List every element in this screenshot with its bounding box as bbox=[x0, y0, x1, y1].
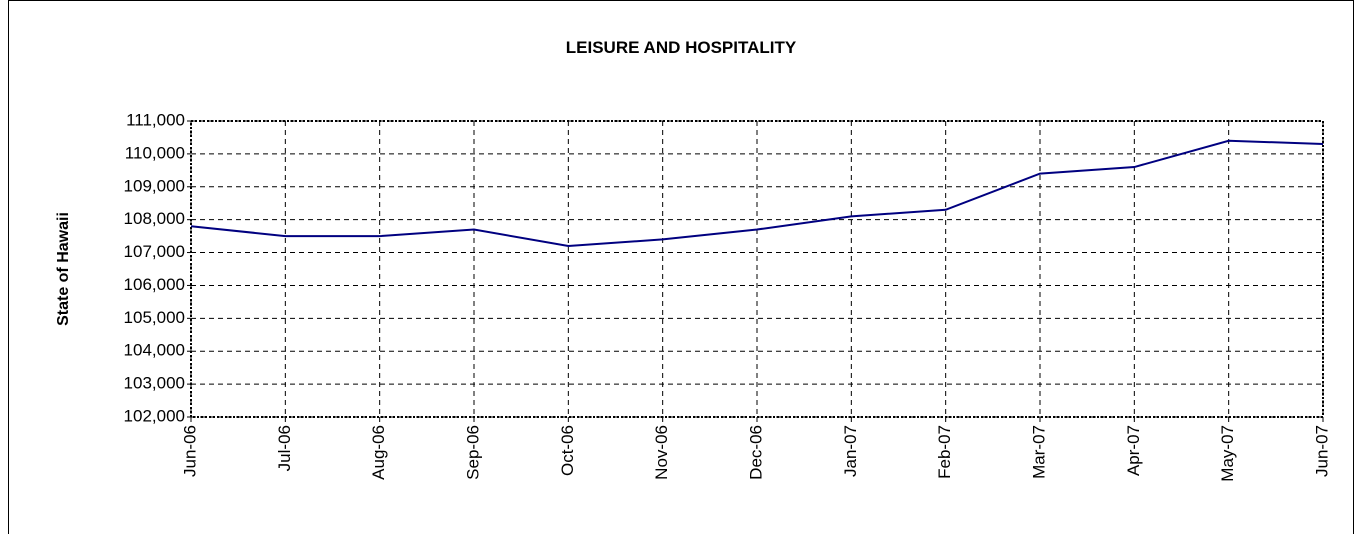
y-tick-label: 104,000 bbox=[124, 341, 185, 360]
x-tick-label: May-07 bbox=[1218, 425, 1237, 482]
x-tick-label: Jul-06 bbox=[275, 425, 294, 471]
x-tick-label: Aug-06 bbox=[369, 425, 388, 480]
x-tick-label: Sep-06 bbox=[463, 425, 482, 480]
y-tick-label: 103,000 bbox=[124, 374, 185, 393]
x-tick-label: Mar-07 bbox=[1029, 425, 1048, 479]
y-tick-label: 105,000 bbox=[124, 308, 185, 327]
y-tick-label: 109,000 bbox=[124, 176, 185, 195]
x-tick-label: Oct-06 bbox=[558, 425, 577, 476]
y-tick-label: 111,000 bbox=[126, 110, 185, 129]
y-axis-label: State of Hawaii bbox=[55, 212, 72, 326]
x-tick-label: Feb-07 bbox=[935, 425, 954, 479]
y-tick-label: 106,000 bbox=[124, 275, 185, 294]
plot-border bbox=[190, 120, 1324, 418]
x-tick-label: Dec-06 bbox=[746, 425, 765, 480]
chart-frame bbox=[8, 0, 1354, 534]
x-tick-label: Jun-06 bbox=[180, 425, 199, 477]
y-tick-label: 108,000 bbox=[124, 209, 185, 228]
line-series bbox=[190, 139, 1324, 247]
x-tick-label: Jun-07 bbox=[1312, 425, 1331, 477]
x-tick-label: Jan-07 bbox=[841, 425, 860, 477]
chart-title: LEISURE AND HOSPITALITY bbox=[566, 38, 797, 57]
x-tick-label: Apr-07 bbox=[1124, 425, 1143, 476]
x-tick-label: Nov-06 bbox=[652, 425, 671, 480]
y-tick-label: 102,000 bbox=[124, 406, 185, 425]
y-tick-label: 107,000 bbox=[124, 242, 185, 261]
y-tick-label: 110,000 bbox=[125, 143, 185, 162]
